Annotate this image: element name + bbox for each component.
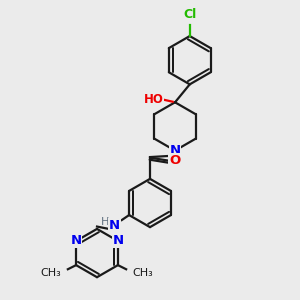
Text: N: N [112,235,124,248]
Text: N: N [70,235,82,248]
Text: CH₃: CH₃ [40,268,61,278]
Text: CH₃: CH₃ [133,268,153,278]
Text: N: N [169,144,181,157]
Text: Cl: Cl [183,8,196,21]
Text: N: N [109,219,120,232]
Text: O: O [169,154,180,167]
Text: H: H [101,217,110,227]
Text: HO: HO [144,93,164,106]
